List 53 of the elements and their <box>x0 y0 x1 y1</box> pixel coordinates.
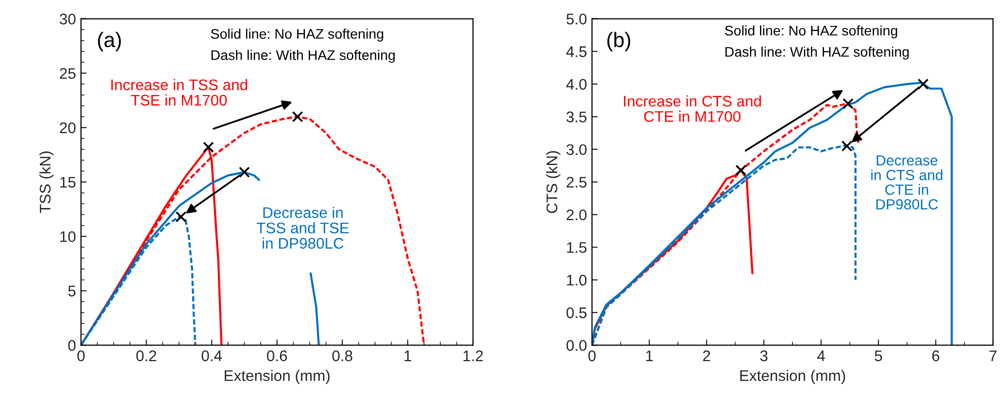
y-tick-label: 15 <box>60 176 76 188</box>
point <box>735 164 747 176</box>
annotation: (a) <box>98 32 121 52</box>
annotation: Solid line: No HAZ softening <box>210 28 384 42</box>
annotation: Increase in CTS and CTE in M1700 <box>624 95 761 122</box>
x-tick-label: 4 <box>817 350 825 362</box>
x-tick-label: 0.4 <box>202 350 222 362</box>
x-tick-label: 0.2 <box>136 350 156 362</box>
x-axis-title: Extension (mm) <box>224 370 330 384</box>
point <box>292 111 304 122</box>
annotation: Dash line: With HAZ softening <box>212 50 395 63</box>
y-tick-label: 0.0 <box>566 340 587 351</box>
annotation: Decrease in TSS and TSE in DP980LC <box>256 206 349 249</box>
y-tick-label: 4.5 <box>566 46 586 58</box>
y-tick-label: 20 <box>60 122 76 134</box>
y-tick-label: 2.0 <box>566 209 587 220</box>
y-tick-label: 2.5 <box>566 176 586 188</box>
x-tick-label: 0 <box>77 350 85 362</box>
y-tick-label: 30 <box>60 14 76 24</box>
point <box>841 140 852 152</box>
x-axis-title: Extension (mm) <box>740 370 846 384</box>
x-tick-label: 1 <box>646 350 653 362</box>
x-tick-label: 3 <box>760 350 768 362</box>
x-tick-label: 0.6 <box>266 350 287 362</box>
x-tick-label: 0 <box>588 350 596 362</box>
x-tick-label: 5 <box>874 350 882 362</box>
annotation: Solid line: No HAZ softening <box>724 25 898 38</box>
y-tick-label: 5 <box>68 286 76 296</box>
annotation: (b) <box>607 32 630 52</box>
annotation: Increase in TSS and TSE in M1700 <box>111 79 248 106</box>
y-tick-label: 3.0 <box>566 144 587 156</box>
y-tick-label: 0.5 <box>566 307 586 318</box>
y-tick-label: 0 <box>68 340 76 351</box>
x-tick-label: 6 <box>932 350 940 362</box>
x-tick-label: 2 <box>703 350 710 362</box>
point <box>202 142 214 153</box>
y-tick-label: 25 <box>60 68 76 79</box>
x-tick-label: 0.8 <box>332 350 352 362</box>
point <box>175 211 187 222</box>
y-tick-label: 1.5 <box>567 242 586 253</box>
y-tick-label: 4.0 <box>566 78 587 90</box>
annotation: Dash line: With HAZ softening <box>725 46 909 60</box>
y-tick-label: 10 <box>60 231 76 242</box>
y-tick-label: 3.5 <box>566 112 586 122</box>
y-axis-title: CTS (kN) <box>546 151 560 214</box>
y-tick-label: 5.0 <box>566 14 587 24</box>
x-tick-label: 1 <box>404 350 412 362</box>
y-axis-title: TSS (kN) <box>39 152 54 214</box>
point <box>842 98 854 110</box>
x-tick-label: 7 <box>990 350 996 362</box>
annotation: Decrease in CTS and CTE in DP980LC <box>871 155 942 210</box>
y-tick-label: 1.0 <box>567 274 587 286</box>
x-tick-label: 1.2 <box>464 350 483 362</box>
